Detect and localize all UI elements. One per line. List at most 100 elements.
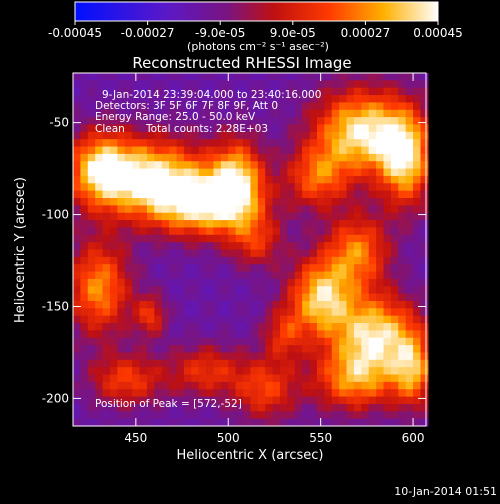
heatmap-cell <box>287 198 296 206</box>
heatmap-cell <box>206 153 215 162</box>
heatmap-cell <box>324 374 333 383</box>
heatmap-cell <box>87 337 96 346</box>
heatmap-cell <box>95 293 104 302</box>
heatmap-cell <box>213 242 222 251</box>
heatmap-cell <box>161 220 170 229</box>
heatmap-cell <box>139 205 148 214</box>
heatmap-cell <box>220 381 229 390</box>
heatmap-cell <box>80 330 89 339</box>
heatmap-cell <box>161 175 170 184</box>
heatmap-cell <box>413 161 422 170</box>
heatmap-cell <box>228 102 237 111</box>
heatmap-cell <box>169 95 178 104</box>
heatmap-cell <box>339 146 348 155</box>
heatmap-cell <box>302 374 311 383</box>
heatmap-cell <box>316 396 325 405</box>
heatmap-cell <box>95 352 104 361</box>
heatmap-cell <box>124 80 133 89</box>
heatmap-cell <box>191 278 200 287</box>
heatmap-cell <box>176 264 185 273</box>
heatmap-cell <box>191 264 200 273</box>
heatmap-cell <box>368 220 377 229</box>
heatmap-cell <box>287 403 296 412</box>
heatmap-cell <box>287 278 296 287</box>
heatmap-cell <box>405 153 414 162</box>
heatmap-cell <box>213 175 222 184</box>
heatmap-cell <box>183 249 192 258</box>
heatmap-cell <box>161 352 170 361</box>
heatmap-cell <box>272 359 281 368</box>
heatmap-cell <box>117 374 126 383</box>
heatmap-cell <box>243 161 252 170</box>
heatmap-cell <box>132 352 141 361</box>
heatmap-cell <box>309 234 318 243</box>
heatmap-cell <box>109 403 118 412</box>
heatmap-cell <box>390 271 399 280</box>
heatmap-cell <box>80 87 89 96</box>
heatmap-cell <box>279 315 288 324</box>
heatmap-cell <box>117 264 126 273</box>
heatmap-cell <box>132 242 141 251</box>
heatmap-cell <box>198 131 207 140</box>
heatmap-cell <box>169 168 178 177</box>
heatmap-cell <box>398 183 407 192</box>
heatmap-cell <box>80 198 89 206</box>
heatmap-cell <box>368 330 377 339</box>
heatmap-cell <box>257 345 266 354</box>
heatmap-cell <box>191 183 200 192</box>
heatmap-cell <box>73 293 81 302</box>
heatmap-cell <box>413 175 422 184</box>
heatmap-cell <box>353 190 362 199</box>
heatmap-cell <box>206 396 215 405</box>
heatmap-cell <box>279 73 288 81</box>
heatmap-cell <box>294 300 303 309</box>
heatmap-cell <box>146 153 155 162</box>
heatmap-cell <box>346 212 355 221</box>
heatmap-cell <box>376 95 385 104</box>
y-axis: -50-100-150-200 <box>42 116 426 405</box>
heatmap-cell <box>250 205 259 214</box>
heatmap-cell <box>154 161 163 170</box>
heatmap-cell <box>390 146 399 155</box>
heatmap-cell <box>353 146 362 155</box>
heatmap-cell <box>265 234 274 243</box>
heatmap-cell <box>309 278 318 287</box>
heatmap-cell <box>176 198 185 206</box>
heatmap-cell <box>420 411 429 420</box>
heatmap-cell <box>376 161 385 170</box>
heatmap-cell <box>383 168 392 177</box>
heatmap-cell <box>228 308 237 317</box>
heatmap-cell <box>316 278 325 287</box>
heatmap-cell <box>272 286 281 295</box>
heatmap-cell <box>176 323 185 331</box>
heatmap-cell <box>265 337 274 346</box>
heatmap-cell <box>413 190 422 199</box>
heatmap-cell <box>413 345 422 354</box>
heatmap-cell <box>346 175 355 184</box>
heatmap-cell <box>279 153 288 162</box>
heatmap-cell <box>376 183 385 192</box>
heatmap-cell <box>109 323 118 331</box>
heatmap-cell <box>265 367 274 376</box>
heatmap-cell <box>309 227 318 236</box>
heatmap-cell <box>206 308 215 317</box>
heatmap-cell <box>235 352 244 361</box>
heatmap-cell <box>309 212 318 221</box>
heatmap-cell <box>73 300 81 309</box>
heatmap-cell <box>183 418 192 427</box>
heatmap-cell <box>154 411 163 420</box>
heatmap-cell <box>287 323 296 331</box>
heatmap-cell <box>346 190 355 199</box>
heatmap-cell <box>257 198 266 206</box>
heatmap-cell <box>213 117 222 126</box>
heatmap-cell <box>95 139 104 148</box>
heatmap-cell <box>183 131 192 140</box>
heatmap-cell <box>80 418 89 427</box>
heatmap-cell <box>405 175 414 184</box>
heatmap-cell <box>353 403 362 412</box>
heatmap-cell <box>132 212 141 221</box>
heatmap-cell <box>331 330 340 339</box>
heatmap-cell <box>139 139 148 148</box>
heatmap-cell <box>154 95 163 104</box>
heatmap-cell <box>139 212 148 221</box>
